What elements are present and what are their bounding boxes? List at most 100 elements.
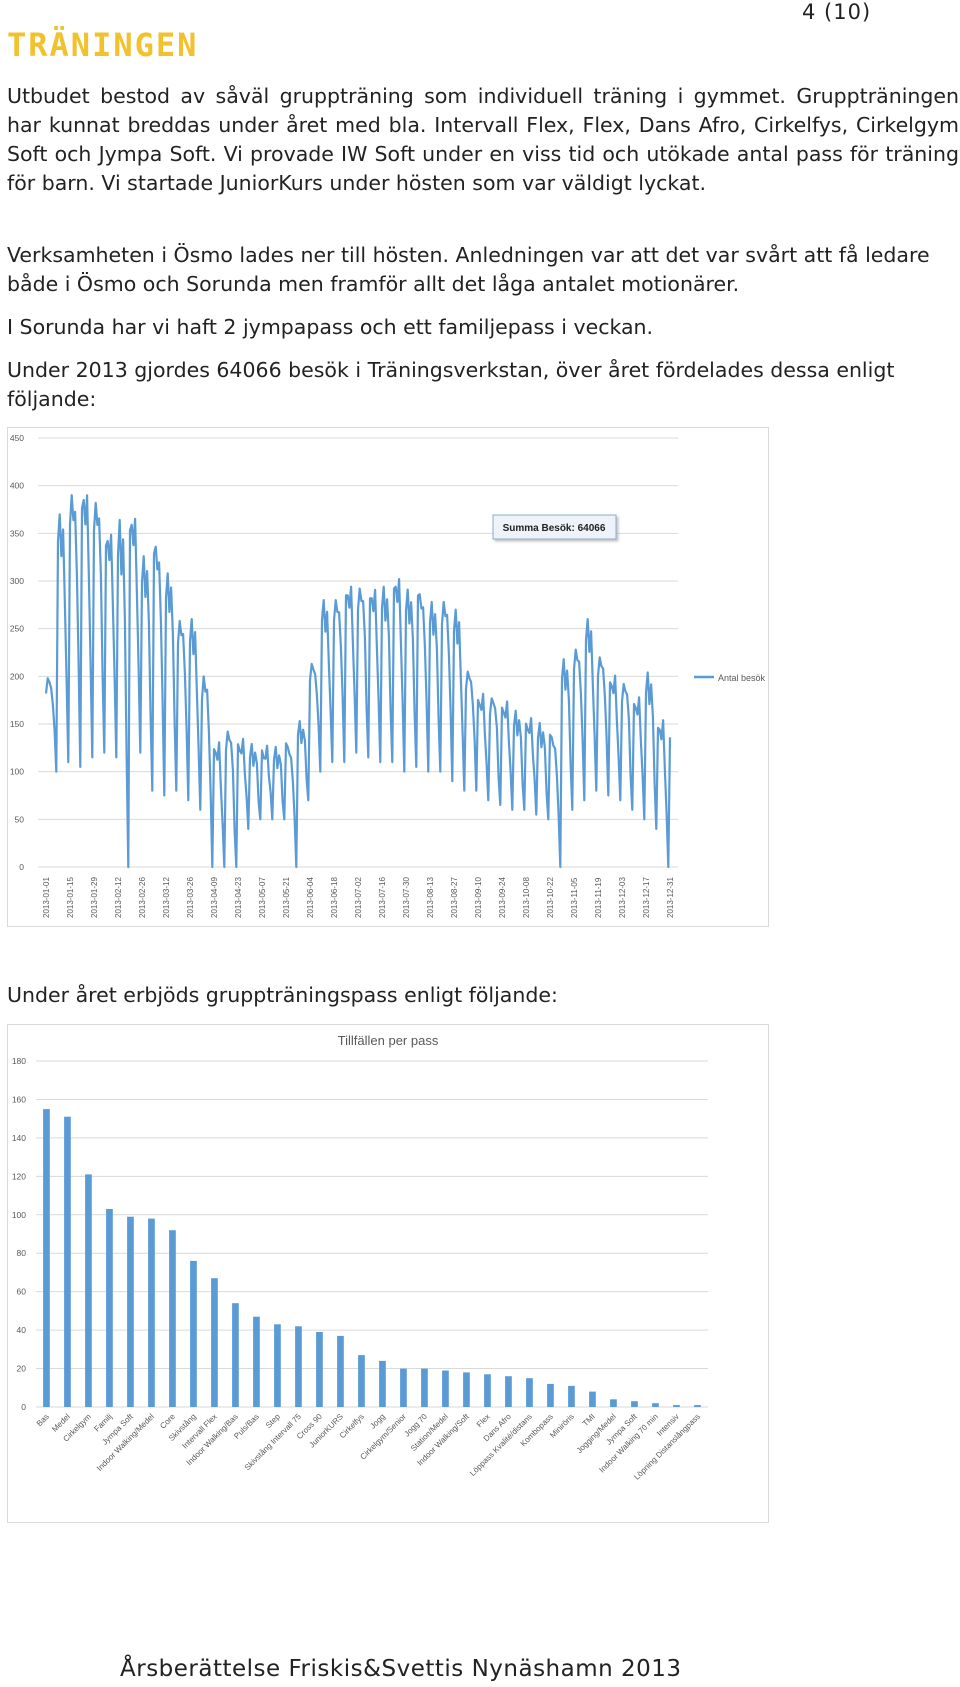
y-tick-label: 300 [10,576,24,586]
bar [316,1332,323,1407]
bar [232,1303,239,1407]
x-tick-label: 2013-04-23 [234,877,243,918]
y-tick-labels: 0 20 40 60 80 100 120 140 160 180 [12,1056,26,1412]
bar [547,1383,554,1407]
bar [463,1372,470,1407]
x-tick-label: 2013-05-07 [258,877,267,918]
x-tick-label: 2013-10-22 [546,877,555,918]
bar [526,1378,533,1407]
x-tick-label: 2013-10-08 [522,877,531,918]
paragraph-osmo: Verksamheten i Ösmo lades ner till höste… [7,243,930,296]
y-tick-label: 100 [10,767,24,777]
x-tick-label: 2013-02-26 [138,877,147,918]
x-tick-label: 2013-07-30 [402,877,411,918]
x-tick-label: 2013-01-15 [66,877,75,918]
bar [400,1368,407,1407]
bar [694,1405,701,1407]
classes-bar-chart: Tillfällen per pass 0 20 40 60 80 100 120 140 16… [7,1024,769,1523]
y-tick-label: 450 [10,433,24,443]
y-tick-label: 80 [17,1248,27,1258]
y-tick-label: 100 [12,1210,26,1220]
y-tick-label: 20 [17,1364,27,1374]
x-tick-label: 2013-07-16 [378,877,387,918]
bar [190,1260,197,1407]
bar [421,1368,428,1407]
y-tick-labels: 0 50 100 150 200 250 300 350 400 450 [10,433,24,872]
x-tick-label: 2013-01-01 [42,877,51,918]
legend: Antal besök [694,673,766,683]
x-tick-labels: 2013-01-01 2013-01-15 2013-01-29 2013-02-12… [42,877,675,918]
bar [43,1109,50,1407]
annotation-text: Summa Besök: 64066 [503,523,606,534]
bar [379,1360,386,1407]
x-tick-label: 2013-08-27 [450,877,459,918]
bar [484,1374,491,1407]
x-tick-label: 2013-08-13 [426,877,435,918]
y-tick-label: 50 [15,814,25,824]
bar [337,1335,344,1407]
bar [631,1401,638,1407]
bar [442,1370,449,1407]
series-line-antal-besok [44,494,672,869]
y-tick-label: 140 [12,1133,26,1143]
x-tick-label: 2013-06-18 [330,877,339,918]
x-tick-label: Flex [475,1412,492,1429]
bar [652,1403,659,1407]
bar [568,1385,575,1407]
y-tick-label: 150 [10,719,24,729]
bar [673,1405,680,1407]
x-tick-label: 2013-04-09 [210,877,219,918]
bars [43,1109,701,1407]
bar [169,1230,176,1407]
y-tick-label: 350 [10,528,24,538]
legend-label: Antal besök [718,673,766,683]
bar [274,1324,281,1407]
x-tick-label: 2013-12-31 [666,877,675,918]
footer: Årsberättelse Friskis&Svettis Nynäshamn … [120,1656,682,1682]
x-tick-label: 2013-12-17 [642,877,651,918]
chart-title: Tillfällen per pass [338,1033,439,1048]
x-tick-label: 2013-05-21 [282,877,291,918]
total-annotation: Summa Besök: 64066 [492,514,617,540]
page-number: 4 (10) [802,0,872,24]
y-tick-label: 0 [21,1402,26,1412]
section-heading: TRÄNINGEN [7,26,199,64]
x-tick-label: 2013-03-12 [162,877,171,918]
bar [610,1399,617,1407]
paragraph-sorunda: I Sorunda har vi haft 2 jympapass och et… [7,315,654,339]
bar [211,1278,218,1407]
y-tick-label: 60 [17,1287,27,1297]
x-tick-label: 2013-09-10 [474,877,483,918]
x-tick-label: 2013-07-02 [354,877,363,918]
paragraph-group-classes: Under året erbjöds gruppträningspass enl… [7,983,558,1007]
x-tick-label: 2013-03-26 [186,877,195,918]
bar [589,1391,596,1407]
bar [148,1218,155,1407]
paragraph-visits: Under 2013 gjordes 64066 besök i Träning… [7,358,895,411]
x-tick-label: 2013-09-24 [498,877,507,918]
bar [358,1355,365,1407]
visits-line-chart: 0 50 100 150 200 250 300 350 400 450 2013-01-01 20… [7,427,769,927]
bar [253,1316,260,1407]
y-tick-label: 160 [12,1094,26,1104]
y-tick-label: 120 [12,1171,26,1181]
x-tick-label: 2013-12-03 [618,877,627,918]
bar [505,1376,512,1407]
x-tick-label: Step [264,1412,282,1430]
bar [85,1174,92,1407]
bar [106,1209,113,1407]
y-tick-label: 250 [10,624,24,634]
paragraph-offerings: Utbudet bestod av såväl gruppträning som… [7,84,959,195]
classes-bar-chart-svg: Tillfällen per pass 0 20 40 60 80 100 120 140 16… [12,1033,708,1482]
x-tick-label: 2013-01-29 [90,877,99,918]
annotation-box [492,514,617,540]
x-tick-label: TMI [581,1412,597,1428]
y-tick-label: 40 [17,1325,27,1335]
y-tick-label: 0 [19,862,24,872]
x-tick-label: Jogg [368,1412,387,1431]
x-tick-label: 2013-11-19 [594,877,603,918]
bar [127,1216,134,1407]
x-tick-label: 2013-02-12 [114,877,123,918]
